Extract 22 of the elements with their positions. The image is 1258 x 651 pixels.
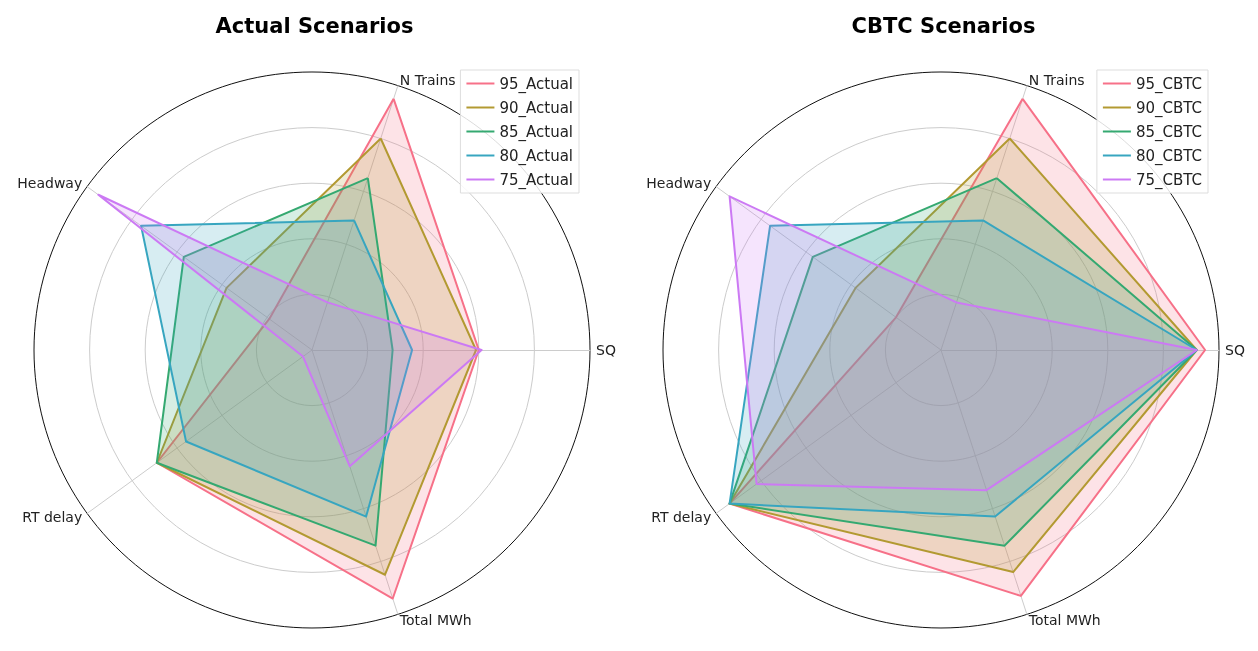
legend-label: 75_CBTC (1135, 170, 1202, 190)
legend-label: 90_Actual (499, 98, 574, 118)
spoke-label: Headway (17, 175, 83, 192)
legend-label: 80_Actual (499, 146, 574, 166)
spoke-label: RT delay (22, 508, 83, 525)
legend-label: 80_CBTC (1135, 146, 1202, 166)
chart-title: Actual Scenarios (215, 13, 414, 38)
legend-label: 85_Actual (499, 122, 574, 142)
legend-label: 95_CBTC (1135, 74, 1202, 94)
spoke-label: N Trains (1028, 71, 1085, 88)
spoke-label: SQ (1225, 342, 1245, 358)
legend-label: 85_CBTC (1135, 122, 1202, 142)
legend-label: 95_Actual (499, 74, 574, 94)
legend-label: 90_CBTC (1135, 98, 1202, 118)
legend-label: 75_Actual (499, 170, 574, 190)
spoke-label: SQ (596, 342, 616, 358)
spoke-label: N Trains (399, 71, 456, 88)
spoke-label: Total MWh (398, 612, 472, 629)
spoke-label: RT delay (651, 508, 712, 525)
spoke-label: Total MWh (1027, 612, 1101, 629)
chart-title: CBTC Scenarios (851, 13, 1036, 38)
spoke-label: Headway (646, 175, 712, 192)
